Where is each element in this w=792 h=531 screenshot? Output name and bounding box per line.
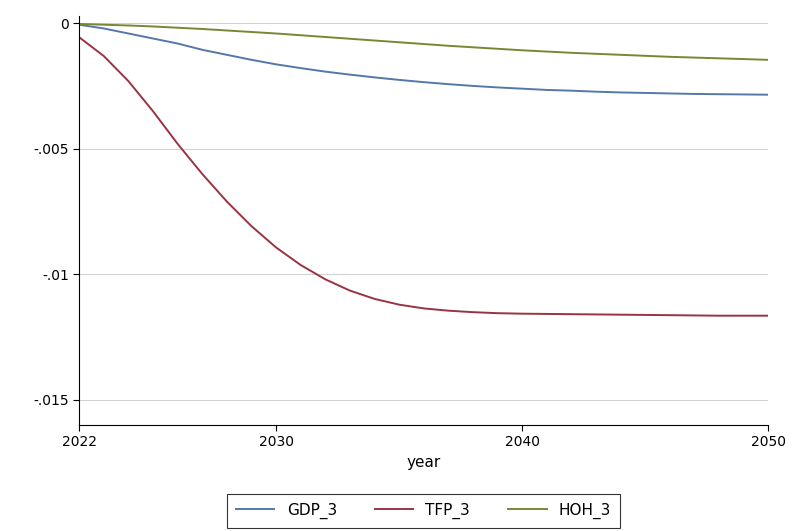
GDP_3 xyxy=(665,90,675,97)
HOH_3 xyxy=(739,56,748,62)
GDP_3 xyxy=(493,84,502,91)
GDP_3 xyxy=(345,72,355,78)
TFP_3 xyxy=(99,53,109,59)
GDP_3 xyxy=(222,52,231,58)
GDP_3 xyxy=(197,47,207,53)
HOH_3 xyxy=(616,52,626,58)
HOH_3 xyxy=(394,39,404,46)
TFP_3 xyxy=(566,311,576,318)
HOH_3 xyxy=(246,29,256,35)
HOH_3 xyxy=(517,47,527,54)
TFP_3 xyxy=(148,108,158,115)
X-axis label: year: year xyxy=(406,455,441,470)
HOH_3 xyxy=(419,41,428,47)
TFP_3 xyxy=(173,141,182,147)
HOH_3 xyxy=(763,57,773,63)
GDP_3 xyxy=(468,83,478,89)
HOH_3 xyxy=(173,24,182,31)
TFP_3 xyxy=(592,311,601,318)
TFP_3 xyxy=(542,311,551,317)
TFP_3 xyxy=(345,287,355,294)
HOH_3 xyxy=(690,54,699,61)
GDP_3 xyxy=(714,91,724,97)
TFP_3 xyxy=(296,262,306,268)
TFP_3 xyxy=(370,296,379,302)
HOH_3 xyxy=(542,48,551,55)
HOH_3 xyxy=(99,22,109,28)
Legend: GDP_3, TFP_3, HOH_3: GDP_3, TFP_3, HOH_3 xyxy=(227,494,620,528)
HOH_3 xyxy=(222,27,231,33)
GDP_3 xyxy=(272,61,281,67)
GDP_3 xyxy=(517,85,527,92)
HOH_3 xyxy=(370,37,379,44)
TFP_3 xyxy=(468,309,478,315)
TFP_3 xyxy=(616,312,626,318)
TFP_3 xyxy=(493,310,502,316)
GDP_3 xyxy=(690,91,699,97)
GDP_3 xyxy=(321,68,330,75)
GDP_3 xyxy=(370,74,379,81)
TFP_3 xyxy=(272,244,281,251)
GDP_3 xyxy=(246,57,256,63)
GDP_3 xyxy=(99,25,109,32)
HOH_3 xyxy=(444,42,453,49)
HOH_3 xyxy=(493,46,502,52)
TFP_3 xyxy=(222,199,231,205)
GDP_3 xyxy=(296,65,306,71)
TFP_3 xyxy=(714,313,724,319)
TFP_3 xyxy=(690,312,699,319)
HOH_3 xyxy=(566,49,576,56)
HOH_3 xyxy=(592,50,601,57)
HOH_3 xyxy=(665,54,675,60)
HOH_3 xyxy=(197,26,207,32)
GDP_3 xyxy=(739,91,748,98)
GDP_3 xyxy=(419,79,428,85)
Line: TFP_3: TFP_3 xyxy=(79,37,768,316)
GDP_3 xyxy=(641,90,650,96)
TFP_3 xyxy=(394,302,404,308)
TFP_3 xyxy=(739,313,748,319)
TFP_3 xyxy=(74,34,84,40)
HOH_3 xyxy=(74,21,84,27)
GDP_3 xyxy=(592,89,601,95)
HOH_3 xyxy=(148,23,158,30)
TFP_3 xyxy=(665,312,675,319)
GDP_3 xyxy=(444,81,453,87)
TFP_3 xyxy=(321,276,330,282)
GDP_3 xyxy=(74,22,84,28)
GDP_3 xyxy=(148,36,158,42)
TFP_3 xyxy=(641,312,650,318)
GDP_3 xyxy=(124,30,133,37)
HOH_3 xyxy=(321,34,330,40)
TFP_3 xyxy=(124,78,133,84)
GDP_3 xyxy=(542,87,551,93)
HOH_3 xyxy=(272,30,281,37)
TFP_3 xyxy=(197,171,207,177)
Line: GDP_3: GDP_3 xyxy=(79,25,768,95)
GDP_3 xyxy=(173,40,182,47)
HOH_3 xyxy=(641,53,650,59)
TFP_3 xyxy=(517,311,527,317)
GDP_3 xyxy=(763,91,773,98)
GDP_3 xyxy=(616,89,626,96)
GDP_3 xyxy=(394,76,404,83)
HOH_3 xyxy=(124,22,133,29)
Line: HOH_3: HOH_3 xyxy=(79,24,768,60)
HOH_3 xyxy=(296,32,306,38)
HOH_3 xyxy=(468,44,478,50)
TFP_3 xyxy=(246,223,256,229)
TFP_3 xyxy=(419,305,428,312)
HOH_3 xyxy=(345,36,355,42)
GDP_3 xyxy=(566,88,576,94)
HOH_3 xyxy=(714,55,724,62)
TFP_3 xyxy=(763,313,773,319)
TFP_3 xyxy=(444,307,453,314)
